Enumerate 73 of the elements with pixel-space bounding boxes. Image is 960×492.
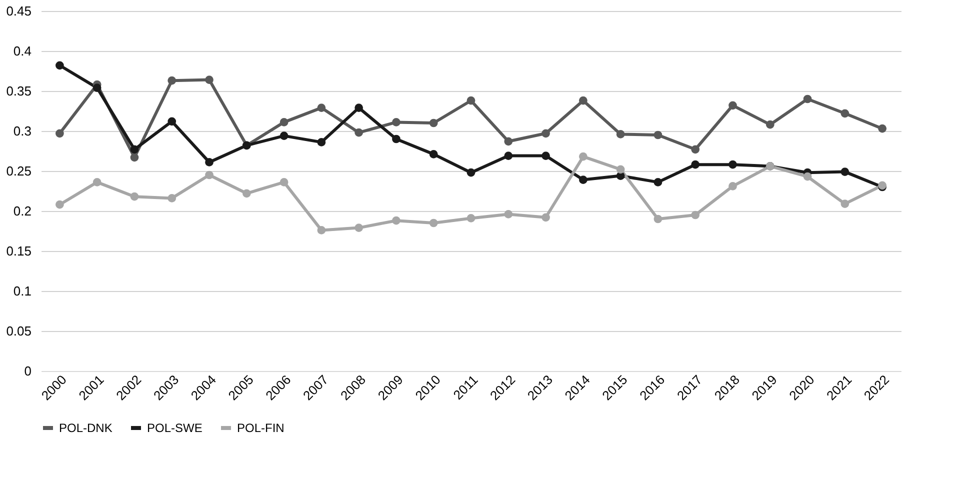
point [168,194,176,202]
point [392,134,400,144]
legend-label: POL-FIN [237,421,284,435]
point [92,84,102,92]
y-tick-label: 0 [24,364,32,378]
point [280,118,288,126]
point [691,160,700,169]
point [840,200,850,208]
point [130,192,139,201]
point [691,145,700,154]
legend-label: POL-SWE [147,421,202,435]
point [578,96,588,105]
y-tick-label: 0.45 [6,4,32,18]
y-tick-label: 0.05 [6,324,32,338]
y-tick-label: 0.1 [13,284,32,298]
point [728,101,737,110]
point [130,153,139,162]
point [317,226,326,234]
point [504,152,513,160]
point [542,213,550,222]
y-tick-label: 0.35 [6,84,32,98]
legend-label: POL-DNK [59,421,112,435]
point [542,152,550,160]
point [354,104,364,112]
y-tick-label: 0.2 [13,204,32,218]
point [205,76,214,84]
point [317,138,326,146]
point [616,165,625,174]
y-tick-label: 0.15 [6,244,32,258]
point [56,61,64,70]
point [92,178,102,186]
point [354,224,364,232]
point [168,76,176,85]
point [803,172,812,181]
y-tick-label: 0.3 [13,124,32,138]
point [878,124,886,133]
point [56,129,64,138]
point [466,168,476,177]
point [616,130,625,138]
point [429,118,438,128]
point [654,130,662,140]
point [205,170,214,180]
point [840,109,850,118]
point [205,158,214,166]
y-tick-label: 0.4 [13,44,32,58]
point [317,104,326,112]
point [654,178,662,186]
point [242,189,251,198]
point [429,150,438,158]
point [354,128,364,137]
point [130,145,139,154]
point [280,178,288,186]
point [766,120,774,129]
point [840,168,850,176]
point [429,218,438,228]
point [728,182,737,190]
point [504,210,513,218]
point [56,200,64,209]
point [578,176,588,184]
point [280,132,288,140]
point [542,129,550,138]
point [728,160,737,169]
point [803,94,812,104]
point [466,214,476,222]
point [392,216,400,225]
point [392,118,400,126]
y-tick-label: 0.25 [6,164,32,178]
point [654,214,662,224]
point [504,137,513,146]
point [168,117,176,126]
point [691,210,700,220]
point [578,152,588,161]
point [466,96,476,105]
